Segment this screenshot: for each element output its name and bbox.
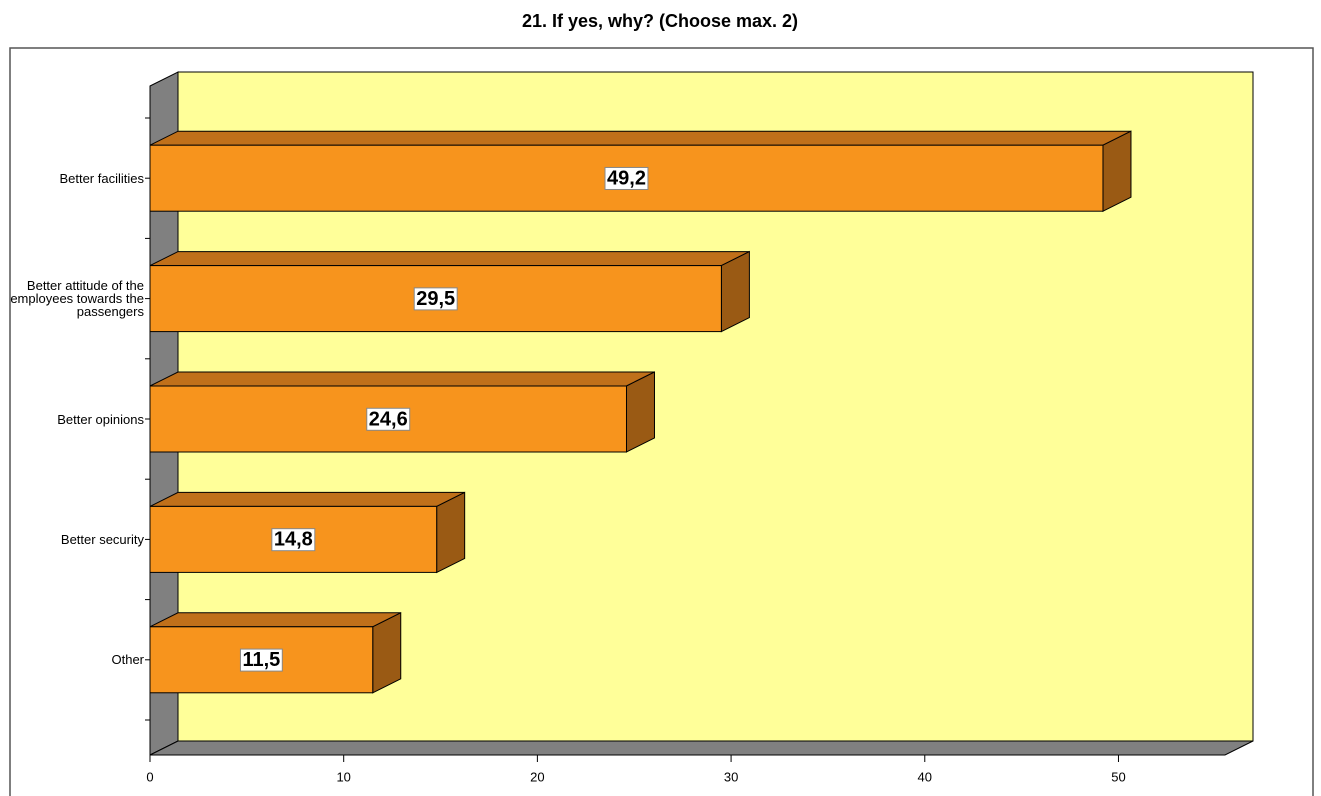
value-label: 49,2 xyxy=(607,167,646,189)
value-label-box xyxy=(604,166,649,190)
y-tick-label: Better opinions xyxy=(57,411,144,427)
bar-top xyxy=(149,251,750,267)
bar-top xyxy=(149,612,401,628)
bar-side xyxy=(1102,130,1132,213)
value-label-box xyxy=(366,407,411,431)
y-tick-label: Other xyxy=(111,652,144,668)
bar-top xyxy=(149,491,465,507)
x-tick-label: 20 xyxy=(530,769,544,784)
y-tick-label: Better security xyxy=(60,531,144,547)
y-tick-label: Better attitude of the employees towards… xyxy=(10,278,144,320)
value-label-box xyxy=(271,528,316,552)
value-label: 11,5 xyxy=(242,649,280,671)
x-tick-label: 0 xyxy=(146,769,153,784)
chart-title: 21. If yes, why? (Choose max. 2) xyxy=(522,11,798,31)
x-tick-label: 30 xyxy=(724,769,738,784)
value-label-box xyxy=(413,287,458,311)
value-label: 14,8 xyxy=(274,529,313,551)
floor xyxy=(149,740,1254,756)
bar-top xyxy=(149,371,655,387)
bar-side xyxy=(720,250,750,333)
y-tick-label: Better facilities xyxy=(59,170,144,186)
bar-side xyxy=(625,371,655,453)
bar-top xyxy=(149,130,1132,146)
bar-side xyxy=(372,611,402,694)
x-tick-label: 50 xyxy=(1111,769,1125,784)
x-tick-label: 40 xyxy=(918,769,932,784)
value-label: 24,6 xyxy=(369,408,408,430)
bar-side xyxy=(436,491,466,574)
value-label: 29,5 xyxy=(416,288,455,310)
value-label-box xyxy=(239,648,283,672)
x-tick-label: 10 xyxy=(336,769,350,784)
